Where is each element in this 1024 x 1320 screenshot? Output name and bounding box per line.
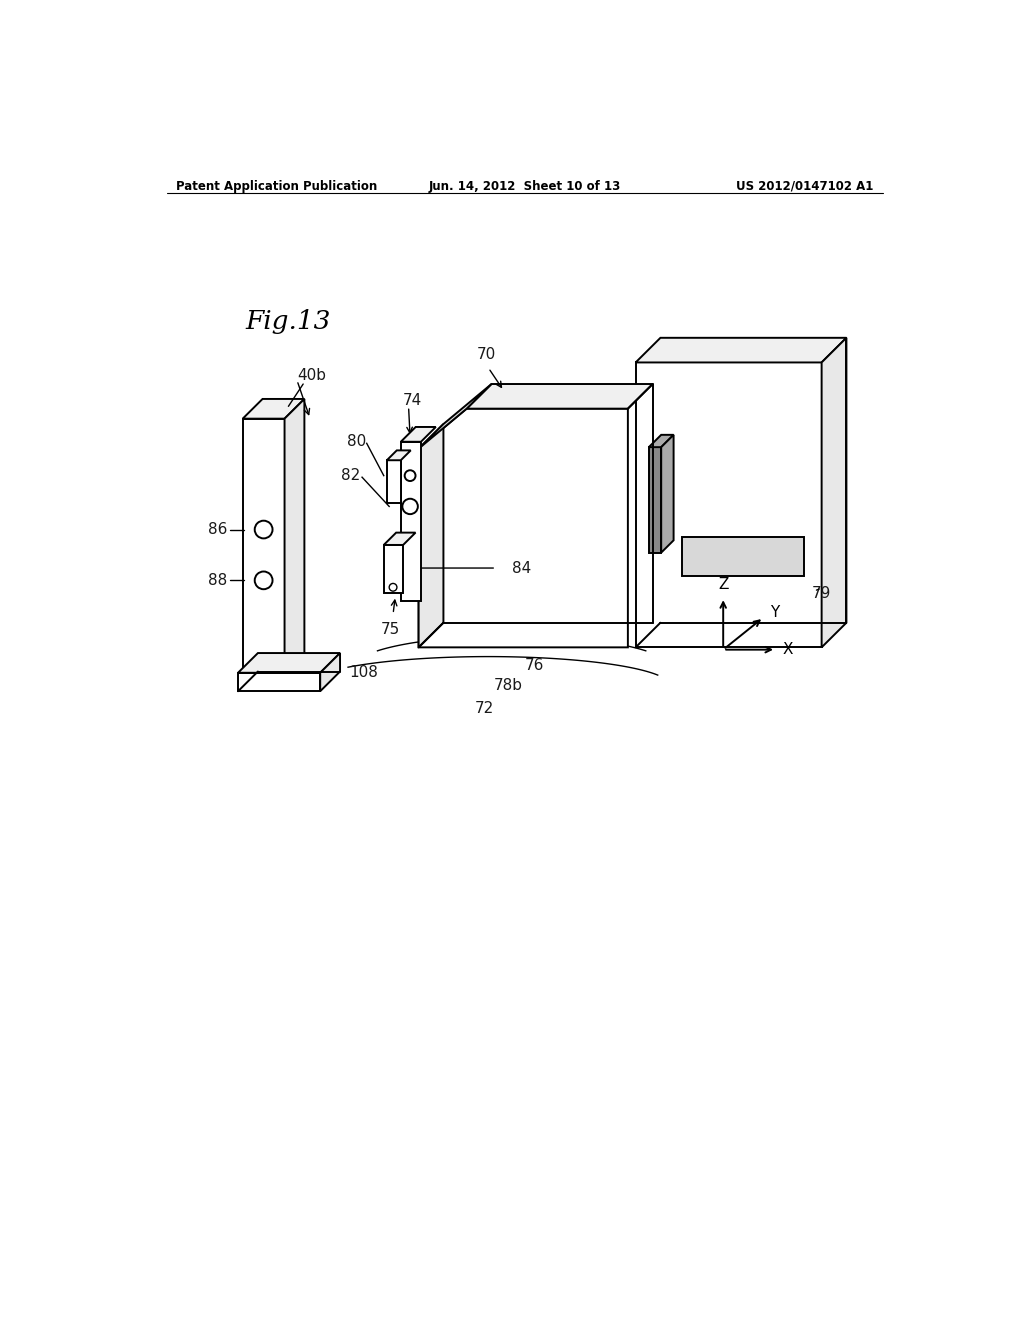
Text: 88: 88 <box>208 573 227 587</box>
Text: 80: 80 <box>347 434 367 449</box>
Polygon shape <box>384 533 416 545</box>
Text: 79: 79 <box>812 586 830 601</box>
Polygon shape <box>662 434 674 553</box>
Text: 74: 74 <box>403 393 422 408</box>
Text: 40b: 40b <box>297 368 326 383</box>
Polygon shape <box>649 447 662 553</box>
Text: Patent Application Publication: Patent Application Publication <box>176 180 377 193</box>
Polygon shape <box>821 338 847 647</box>
Polygon shape <box>321 653 340 692</box>
Polygon shape <box>682 537 804 576</box>
Polygon shape <box>400 442 421 601</box>
Text: Fig.13: Fig.13 <box>246 309 331 334</box>
Text: 76: 76 <box>524 657 544 673</box>
Polygon shape <box>419 409 628 647</box>
Text: 75: 75 <box>380 622 399 638</box>
Text: Jun. 14, 2012  Sheet 10 of 13: Jun. 14, 2012 Sheet 10 of 13 <box>429 180 621 193</box>
Polygon shape <box>419 424 443 647</box>
Polygon shape <box>238 673 321 692</box>
Text: X: X <box>782 642 793 657</box>
Text: 70: 70 <box>476 347 496 363</box>
Polygon shape <box>387 450 411 461</box>
Text: 82: 82 <box>341 469 360 483</box>
Polygon shape <box>285 399 304 676</box>
Polygon shape <box>400 426 436 442</box>
Polygon shape <box>384 545 403 594</box>
Polygon shape <box>636 338 847 363</box>
Polygon shape <box>387 461 400 503</box>
Text: US 2012/0147102 A1: US 2012/0147102 A1 <box>736 180 873 193</box>
Text: 78b: 78b <box>494 678 523 693</box>
Polygon shape <box>467 384 652 409</box>
Text: 108: 108 <box>349 665 378 680</box>
Text: 84: 84 <box>512 561 530 576</box>
Text: Y: Y <box>770 605 779 620</box>
Polygon shape <box>419 384 492 449</box>
Polygon shape <box>243 399 304 418</box>
Text: 86: 86 <box>208 521 227 537</box>
Polygon shape <box>243 418 285 676</box>
Polygon shape <box>238 653 340 673</box>
Polygon shape <box>649 434 674 447</box>
Text: Z: Z <box>718 577 728 591</box>
Polygon shape <box>636 363 821 647</box>
Text: 72: 72 <box>475 701 495 717</box>
